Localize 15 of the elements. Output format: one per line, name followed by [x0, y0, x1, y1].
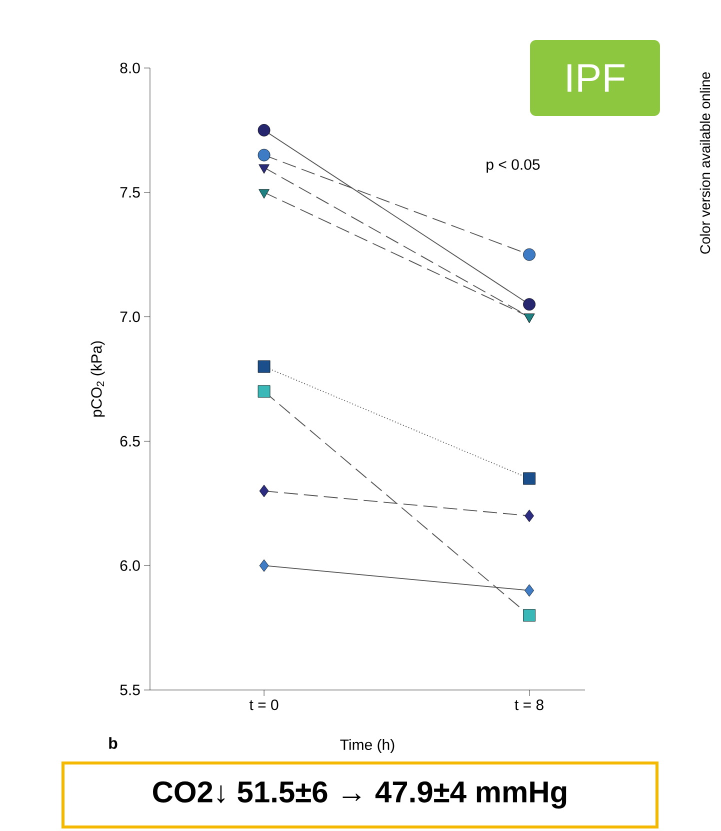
y-tick-label: 7.0 — [120, 311, 140, 322]
x-axis-title: Time (h) — [340, 739, 394, 753]
y-tick-label: 8.0 — [120, 62, 140, 74]
chart-title: IPF — [568, 64, 625, 92]
annotation: p < 0.05 — [486, 159, 540, 173]
y-tick-label: 6.0 — [120, 560, 140, 571]
text: Color version available online — [700, 72, 710, 254]
x-tick-label: t = 0 — [249, 700, 278, 710]
y-tick-label: 6.5 — [120, 436, 140, 447]
text: b — [109, 737, 118, 749]
y-axis-title: pCO$_{2}$ (kPa) — [90, 341, 105, 417]
y-tick-label: 5.5 — [120, 684, 140, 696]
x-tick-label: t = 8 — [514, 700, 544, 710]
y-tick-label: 7.5 — [120, 187, 140, 198]
text: CO2↓ 51.5±6 → 47.9±4 mmHg — [153, 781, 566, 809]
